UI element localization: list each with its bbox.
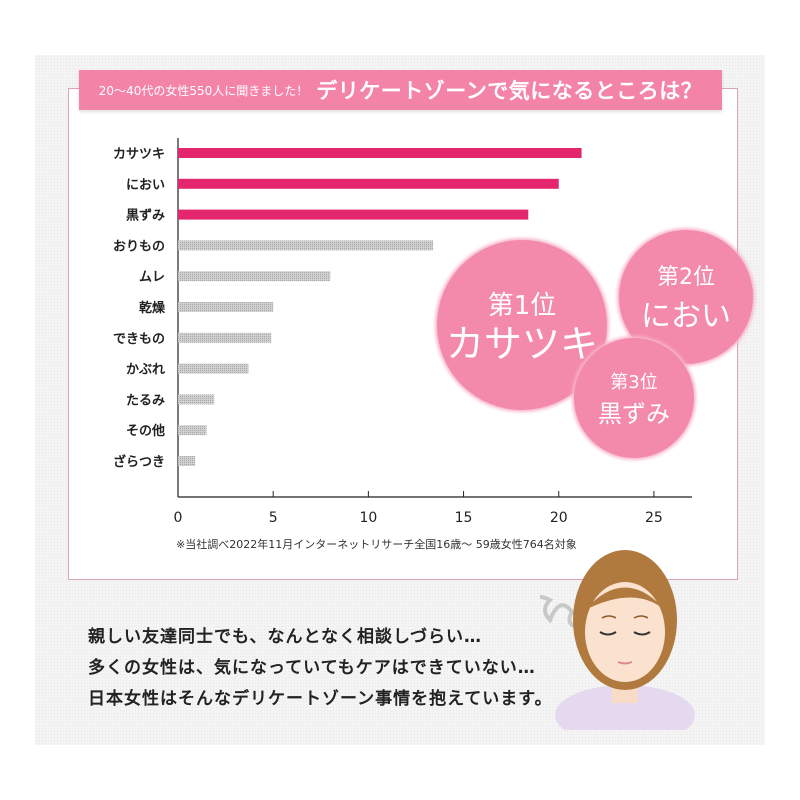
bangs [585,587,665,610]
bar-11 [178,456,196,466]
x-tick-label: 5 [269,510,278,526]
message-line: 日本女性はそんなデリケートゾーン事情を抱えています。 [88,689,553,709]
x-tick-label: 15 [455,510,473,526]
x-tick-label: 25 [645,510,663,526]
header-title: デリケートゾーンで気になるところは？ [316,79,703,103]
rank-3-name: 黒ずみ [598,399,670,428]
message-block: 親しい友達同士でも、なんとなく相談しづらい… 多くの女性は、気になっていてもケア… [88,622,553,715]
x-tick-label: 10 [359,510,377,526]
category-label: たるみ [126,393,165,408]
message-line: 親しい友達同士でも、なんとなく相談しづらい… [88,627,482,647]
category-label: かぶれ [126,363,165,378]
bar-6 [178,302,274,312]
bar-10 [178,425,207,436]
category-label: 黒ずみ [126,208,165,224]
rank-1-name: カサツキ [445,321,598,366]
mouth [617,661,633,665]
category-label: におい [126,178,165,193]
category-label: カサツキ [113,147,165,162]
category-label: ざらつき [113,454,165,470]
x-tick-label: 20 [550,510,568,526]
closed-eyes [599,631,651,636]
rank-3-bubble: 第3位 黒ずみ [574,338,694,458]
x-tick-label: 0 [174,510,183,526]
category-label: 乾燥 [139,300,166,316]
face [585,582,665,682]
category-label: おりもの [113,239,165,254]
eyebrows [601,615,649,619]
rank-3-label: 第3位 [610,371,658,393]
bar-5 [178,271,331,282]
bar-1 [178,148,582,158]
category-label: ムレ [139,270,165,285]
sigh-icon [540,594,576,628]
rank-2-label: 第2位 [657,265,715,290]
survey-note: ※当社調べ2022年11月インターネットリサーチ全国16歳〜 59歳女性764名… [176,538,577,551]
rank-1-label: 第1位 [487,290,557,321]
bar-8 [178,363,249,374]
message-line: 多くの女性は、気になっていてもケアはできていない… [88,658,536,678]
rank-2-name: におい [641,299,731,334]
bar-2 [178,178,559,189]
bar-4 [178,240,434,251]
category-label: その他 [126,423,165,439]
bar-9 [178,394,215,405]
category-label: できもの [113,332,165,347]
shirt [555,685,695,730]
bar-7 [178,332,272,343]
header-banner: 20〜40代の女性550人に聞きました！ デリケートゾーンで気になるところは？ [79,70,722,110]
header-subtitle: 20〜40代の女性550人に聞きました！ [98,83,309,98]
bar-3 [178,209,529,220]
woman-illustration [540,550,695,730]
